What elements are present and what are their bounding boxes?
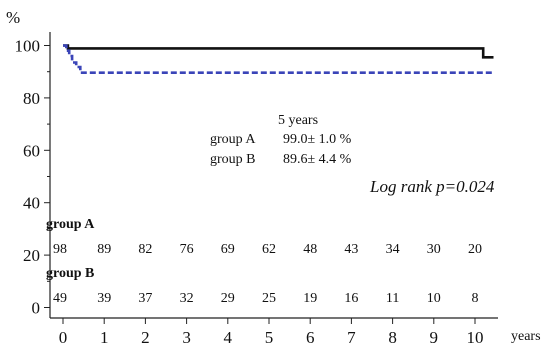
risk-count: 89 xyxy=(97,242,111,257)
risk-row-group-b: 49 39 37 32 29 25 19 16 11 10 8 xyxy=(53,291,479,306)
risk-count: 48 xyxy=(303,242,317,257)
x-tick-label: 1 xyxy=(100,328,109,347)
risk-count: 10 xyxy=(427,291,441,306)
x-tick-label: 3 xyxy=(182,328,191,347)
risk-count: 32 xyxy=(180,291,194,306)
x-tick-label: 10 xyxy=(467,328,484,347)
y-tick-label: 60 xyxy=(23,141,40,160)
risk-row-group-a: 98 89 82 76 69 62 48 43 34 30 20 xyxy=(53,242,482,257)
y-tick-label: 40 xyxy=(23,194,40,213)
curve-group-b xyxy=(63,44,494,74)
risk-count: 69 xyxy=(221,242,235,257)
risk-count: 16 xyxy=(344,291,358,306)
risk-count: 37 xyxy=(138,291,152,306)
risk-count: 76 xyxy=(180,242,194,257)
risk-count: 98 xyxy=(53,242,67,257)
stats-group-a-value: 99.0± 1.0 % xyxy=(283,132,352,147)
stats-group-b-label: group B xyxy=(210,152,256,167)
risk-count: 49 xyxy=(53,291,67,306)
risk-count: 39 xyxy=(97,291,111,306)
y-axis-ticks: 0 20 40 60 80 100 xyxy=(15,37,50,318)
x-tick-label: 8 xyxy=(388,328,397,347)
stats-group-b-value: 89.6± 4.4 % xyxy=(283,152,352,167)
x-tick-label: 4 xyxy=(224,328,233,347)
x-axis-label: years xyxy=(511,329,541,344)
x-axis-ticks: 0 1 2 3 4 5 6 7 8 9 10 xyxy=(59,318,484,347)
risk-count: 8 xyxy=(472,291,479,306)
x-tick-label: 2 xyxy=(141,328,150,347)
stats-heading: 5 years xyxy=(278,113,318,128)
y-tick-label: 80 xyxy=(23,89,40,108)
x-tick-label: 9 xyxy=(430,328,439,347)
curve-group-a xyxy=(63,44,494,59)
y-axis-label: % xyxy=(6,8,20,27)
risk-count: 82 xyxy=(138,242,152,257)
risk-count: 43 xyxy=(344,242,358,257)
risk-count: 30 xyxy=(427,242,441,257)
x-tick-label: 6 xyxy=(306,328,315,347)
risk-count: 20 xyxy=(468,242,482,257)
log-rank-annotation: Log rank p=0.024 xyxy=(369,177,495,196)
axes xyxy=(49,32,498,319)
risk-count: 19 xyxy=(303,291,317,306)
stats-group-a-label: group A xyxy=(210,132,256,147)
y-tick-label: 100 xyxy=(15,37,41,56)
x-tick-label: 7 xyxy=(347,328,356,347)
risk-count: 25 xyxy=(262,291,276,306)
risk-count: 11 xyxy=(386,291,399,306)
y-tick-label: 0 xyxy=(32,299,41,318)
risk-count: 29 xyxy=(221,291,235,306)
x-tick-label: 5 xyxy=(265,328,274,347)
survival-curves xyxy=(63,44,494,74)
risk-group-b-header: group B xyxy=(46,266,94,281)
x-tick-label: 0 xyxy=(59,328,68,347)
risk-count: 62 xyxy=(262,242,276,257)
risk-count: 34 xyxy=(386,242,400,257)
y-tick-label: 20 xyxy=(23,246,40,265)
risk-group-a-header: group A xyxy=(46,217,95,232)
